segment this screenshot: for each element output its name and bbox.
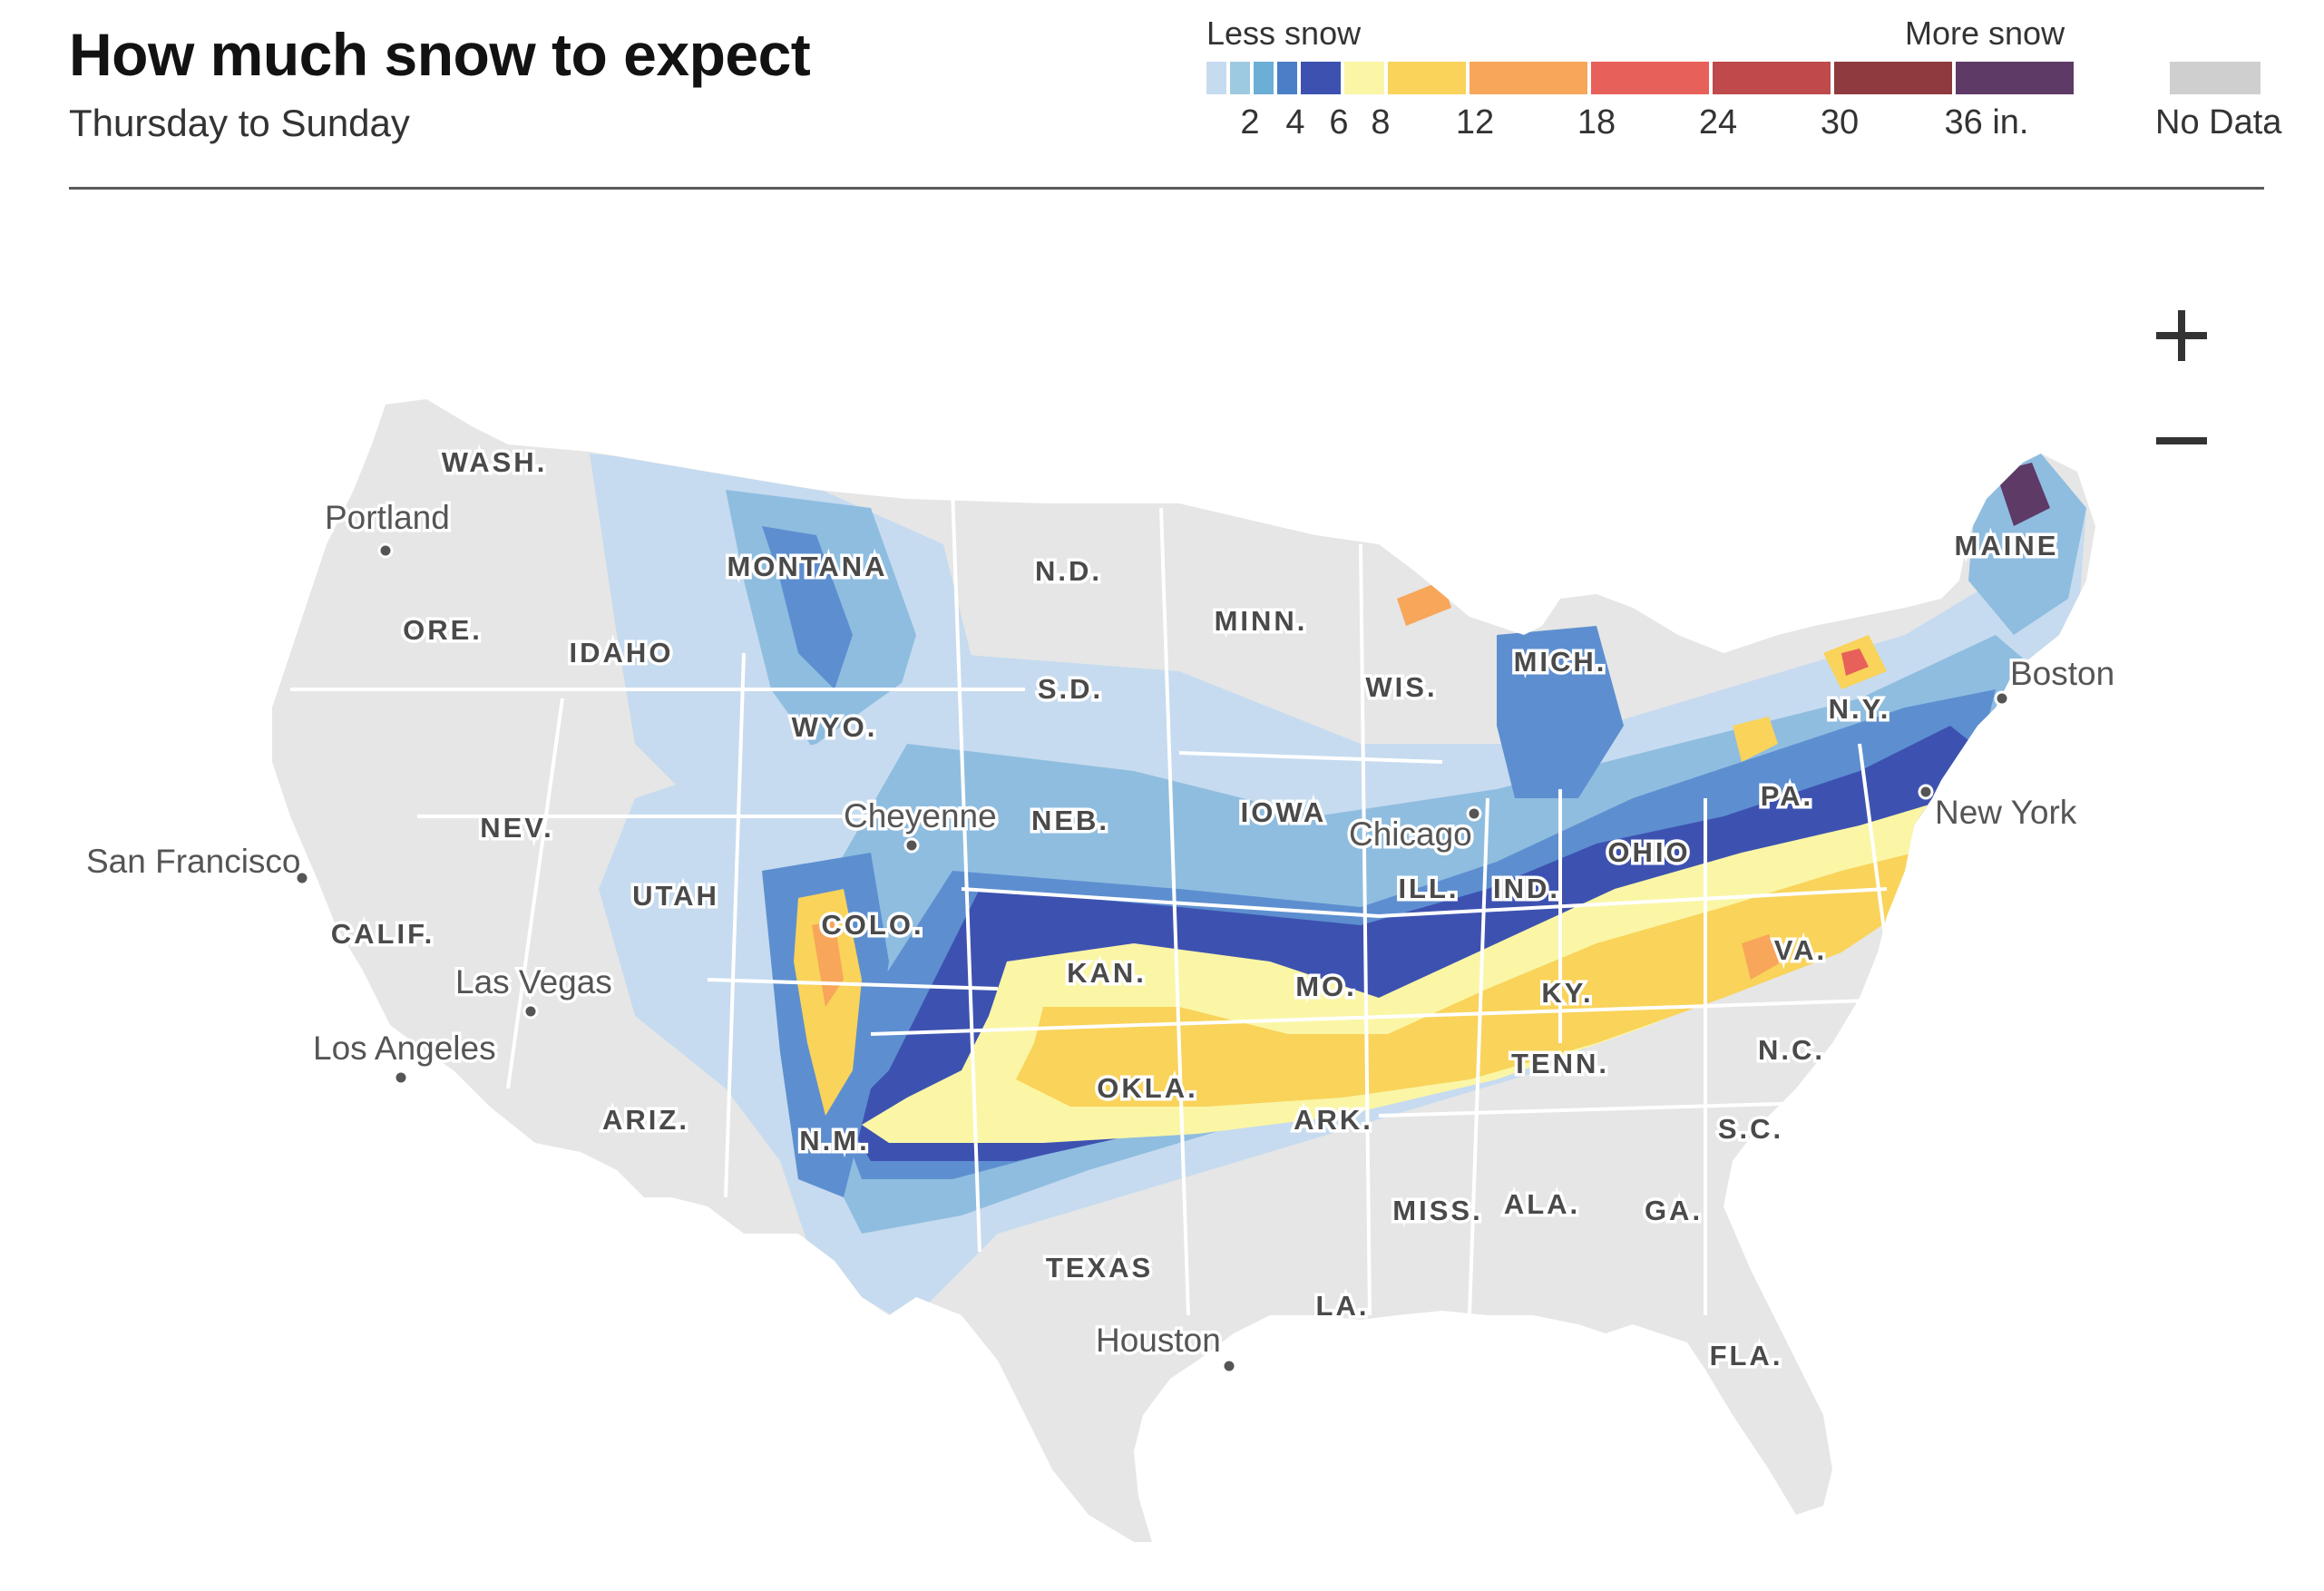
city-dot-houston xyxy=(1221,1358,1237,1374)
state-label-ga: GA. xyxy=(1645,1195,1703,1226)
legend-swatch xyxy=(1301,62,1341,94)
city-dot-new-york xyxy=(1918,784,1934,800)
city-dot-portland xyxy=(377,542,394,559)
state-label-sc: S.C. xyxy=(1718,1113,1783,1145)
legend-no-data-swatch xyxy=(2170,62,2261,94)
legend-swatch xyxy=(1956,62,2074,94)
legend-swatch xyxy=(1277,62,1297,94)
state-label-va: VA. xyxy=(1774,934,1827,966)
state-label-miss: MISS. xyxy=(1392,1195,1482,1226)
legend-tick: 6 xyxy=(1329,103,1349,142)
legend-swatch xyxy=(1470,62,1587,94)
state-label-wash: WASH. xyxy=(442,446,548,478)
legend-no-data-label: No Data xyxy=(2155,103,2282,142)
state-label-mo: MO. xyxy=(1295,971,1357,1002)
state-label-ky: KY. xyxy=(1541,977,1593,1009)
city-label-cheyenne: Cheyenne xyxy=(844,797,997,835)
state-label-kan: KAN. xyxy=(1067,957,1147,989)
city-label-las-vegas: Las Vegas xyxy=(455,963,612,1000)
legend-color-scale xyxy=(1206,62,2077,94)
page-subtitle: Thursday to Sunday xyxy=(69,102,410,144)
minus-icon xyxy=(2156,437,2207,444)
state-label-iowa: IOWA xyxy=(1241,796,1327,828)
state-label-ind: IND. xyxy=(1493,873,1560,904)
legend-tick: 18 xyxy=(1577,103,1616,142)
state-label-ariz: ARIZ. xyxy=(602,1104,689,1136)
state-label-la: LA. xyxy=(1316,1290,1370,1322)
state-label-ala: ALA. xyxy=(1504,1188,1580,1220)
state-label-nd: N.D. xyxy=(1035,555,1102,587)
state-label-sd: S.D. xyxy=(1038,673,1103,705)
page-title: How much snow to expect xyxy=(69,21,811,88)
state-label-idaho: IDAHO xyxy=(570,637,674,669)
state-label-mich: MICH. xyxy=(1514,646,1607,678)
legend-swatch xyxy=(1206,62,1226,94)
state-labels: WASH. ORE. CALIF. IDAHO NEV. MONTANA WYO… xyxy=(327,444,2059,1375)
state-label-maine: MAINE xyxy=(1955,530,2059,561)
state-label-wis: WIS. xyxy=(1365,671,1437,703)
city-label-los-angeles: Los Angeles xyxy=(313,1030,496,1067)
state-label-texas: TEXAS xyxy=(1046,1252,1153,1284)
state-label-fla: FLA. xyxy=(1710,1340,1783,1371)
state-label-wyo: WYO. xyxy=(792,711,878,743)
header-divider xyxy=(69,187,2264,190)
city-label-new-york: New York xyxy=(1935,794,2077,831)
state-label-ark: ARK. xyxy=(1294,1104,1373,1136)
city-markers: Portland San Francisco Las Vegas Los Ang… xyxy=(83,496,2118,1374)
state-label-utah: UTAH xyxy=(632,880,719,912)
zoom-in-button[interactable] xyxy=(2136,290,2227,381)
state-label-nm: N.M. xyxy=(799,1125,869,1157)
city-dot-cheyenne xyxy=(903,837,920,854)
zoom-out-button[interactable] xyxy=(2136,395,2227,486)
state-label-nev: NEV. xyxy=(480,812,554,844)
legend-swatch xyxy=(1230,62,1250,94)
state-label-calif: CALIF. xyxy=(331,918,435,950)
legend-tick: 4 xyxy=(1285,103,1305,142)
state-label-okla: OKLA. xyxy=(1097,1072,1197,1104)
legend-swatch xyxy=(1834,62,1952,94)
legend-swatch xyxy=(1713,62,1831,94)
city-dot-boston xyxy=(1994,690,2010,707)
state-label-colo: COLO. xyxy=(821,909,923,941)
city-dot-las-vegas xyxy=(522,1003,539,1020)
city-label-portland: Portland xyxy=(325,499,450,536)
legend-tick: 30 xyxy=(1820,103,1860,142)
legend-swatch xyxy=(1254,62,1274,94)
city-dot-chicago xyxy=(1466,805,1482,822)
legend-more-label: More snow xyxy=(1905,15,2065,52)
state-label-montana: MONTANA xyxy=(727,551,887,582)
legend-tick: 24 xyxy=(1698,103,1738,142)
state-borders xyxy=(290,489,1997,1316)
state-label-ohio: OHIO xyxy=(1607,836,1690,868)
state-label-ny: N.Y. xyxy=(1829,693,1891,725)
legend-swatch xyxy=(1591,62,1709,94)
city-dot-los-angeles xyxy=(393,1069,409,1086)
state-label-tenn: TENN. xyxy=(1511,1048,1609,1079)
state-label-minn: MINN. xyxy=(1215,605,1308,637)
city-label-boston: Boston xyxy=(2010,655,2114,692)
city-label-chicago: Chicago xyxy=(1349,815,1472,853)
state-label-neb: NEB. xyxy=(1031,805,1109,836)
legend-swatch xyxy=(1388,62,1466,94)
legend-tick: 12 xyxy=(1455,103,1495,142)
legend-swatch xyxy=(1344,62,1384,94)
city-dot-san-francisco xyxy=(294,870,310,886)
plus-icon xyxy=(2156,310,2207,361)
legend-tick: 8 xyxy=(1371,103,1391,142)
legend-less-label: Less snow xyxy=(1206,15,1362,52)
state-label-ore: ORE. xyxy=(403,614,483,646)
state-label-ill: ILL. xyxy=(1398,873,1459,904)
state-label-pa: PA. xyxy=(1761,780,1813,812)
state-label-nc: N.C. xyxy=(1758,1034,1825,1066)
city-label-san-francisco: San Francisco xyxy=(86,843,301,880)
legend-tick: 2 xyxy=(1240,103,1260,142)
city-label-houston: Houston xyxy=(1096,1322,1221,1359)
legend-tick: 36 in. xyxy=(1944,103,2029,142)
